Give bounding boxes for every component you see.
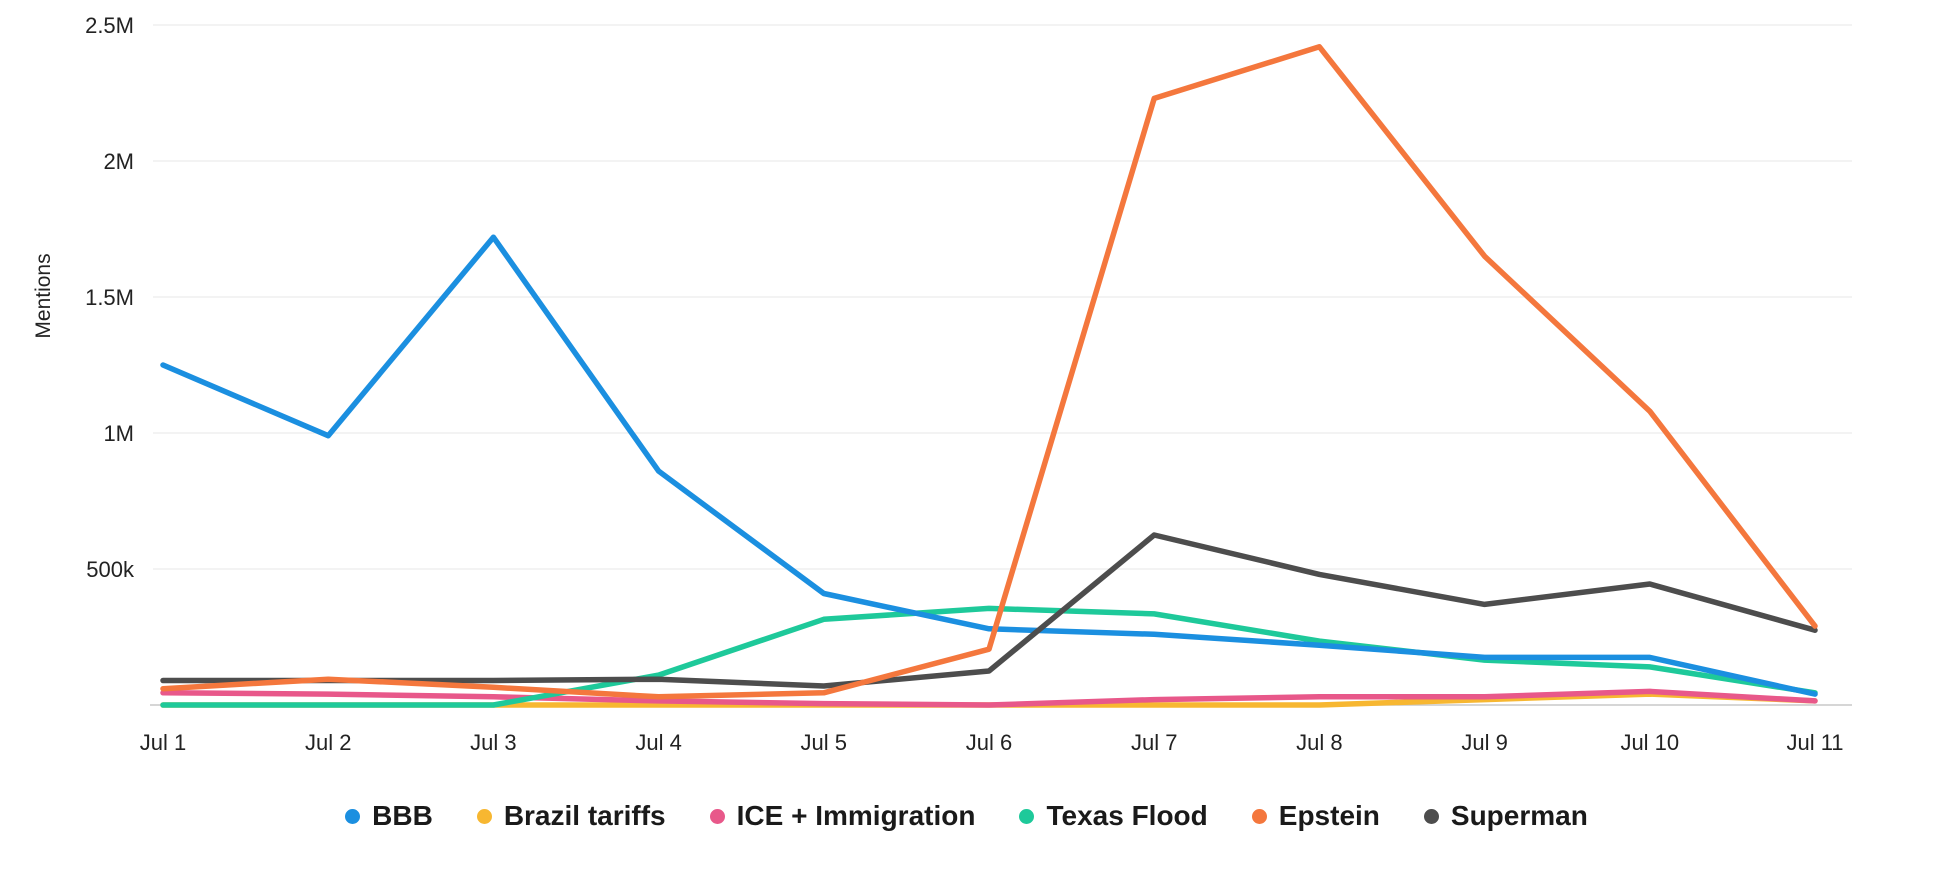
x-tick-label: Jul 7: [1131, 730, 1177, 755]
x-tick-label: Jul 6: [966, 730, 1012, 755]
series-line-epstein: [160, 44, 1818, 700]
series-line-ice-immigration: [160, 688, 1818, 708]
legend-dot-icon: [476, 808, 492, 824]
y-tick-label: 1.5M: [85, 285, 134, 310]
x-tick-label: Jul 10: [1620, 730, 1679, 755]
x-tick-label: Jul 4: [635, 730, 681, 755]
legend-label: Epstein: [1278, 800, 1380, 831]
legend-label: ICE + Immigration: [736, 800, 976, 831]
series-line-superman: [160, 532, 1818, 689]
legend-dot-icon: [709, 808, 725, 824]
legend-dot-icon: [1019, 808, 1035, 824]
legend-item[interactable]: Superman: [1423, 800, 1588, 832]
grid-lines: [153, 24, 1852, 570]
x-tick-label: Jul 1: [140, 730, 186, 755]
y-tick-label: 1M: [103, 421, 134, 446]
legend-dot-icon: [345, 808, 361, 824]
x-tick-label: Jul 2: [305, 730, 351, 755]
y-tick-label: 2M: [103, 149, 134, 174]
legend-item[interactable]: Epstein: [1251, 800, 1380, 832]
y-tick-label: 2.5M: [85, 13, 134, 38]
x-tick-label: Jul 9: [1461, 730, 1507, 755]
legend-label: Superman: [1450, 800, 1588, 831]
x-axis-ticks: Jul 1 Jul 2 Jul 3 Jul 4 Jul 5 Jul 6 Jul 7 Jul 8…: [140, 730, 1844, 755]
legend-label: BBB: [372, 800, 433, 831]
series-line-texas-flood: [160, 605, 1818, 708]
legend-item[interactable]: BBB: [345, 800, 433, 832]
legend-label: Texas Flood: [1046, 800, 1208, 831]
y-tick-label: 500k: [86, 557, 135, 582]
legend: BBB Brazil tariffs ICE + Immigration Texas …: [0, 800, 1933, 832]
series-lines: [160, 44, 1818, 708]
legend-item[interactable]: Texas Flood: [1019, 800, 1208, 832]
legend-dot-icon: [1423, 808, 1439, 824]
legend-label: Brazil tariffs: [503, 800, 666, 831]
legend-dot-icon: [1251, 808, 1267, 824]
x-tick-label: Jul 3: [470, 730, 516, 755]
series-line-bbb: [160, 234, 1818, 697]
y-axis-ticks: 500k 1M 1.5M 2M 2.5M: [85, 13, 135, 582]
legend-item[interactable]: ICE + Immigration: [709, 800, 976, 832]
x-tick-label: Jul 5: [801, 730, 847, 755]
legend-item[interactable]: Brazil tariffs: [476, 800, 666, 832]
x-tick-label: Jul 8: [1296, 730, 1342, 755]
x-tick-label: Jul 11: [1786, 730, 1843, 755]
y-axis-title: Mentions: [32, 253, 55, 338]
